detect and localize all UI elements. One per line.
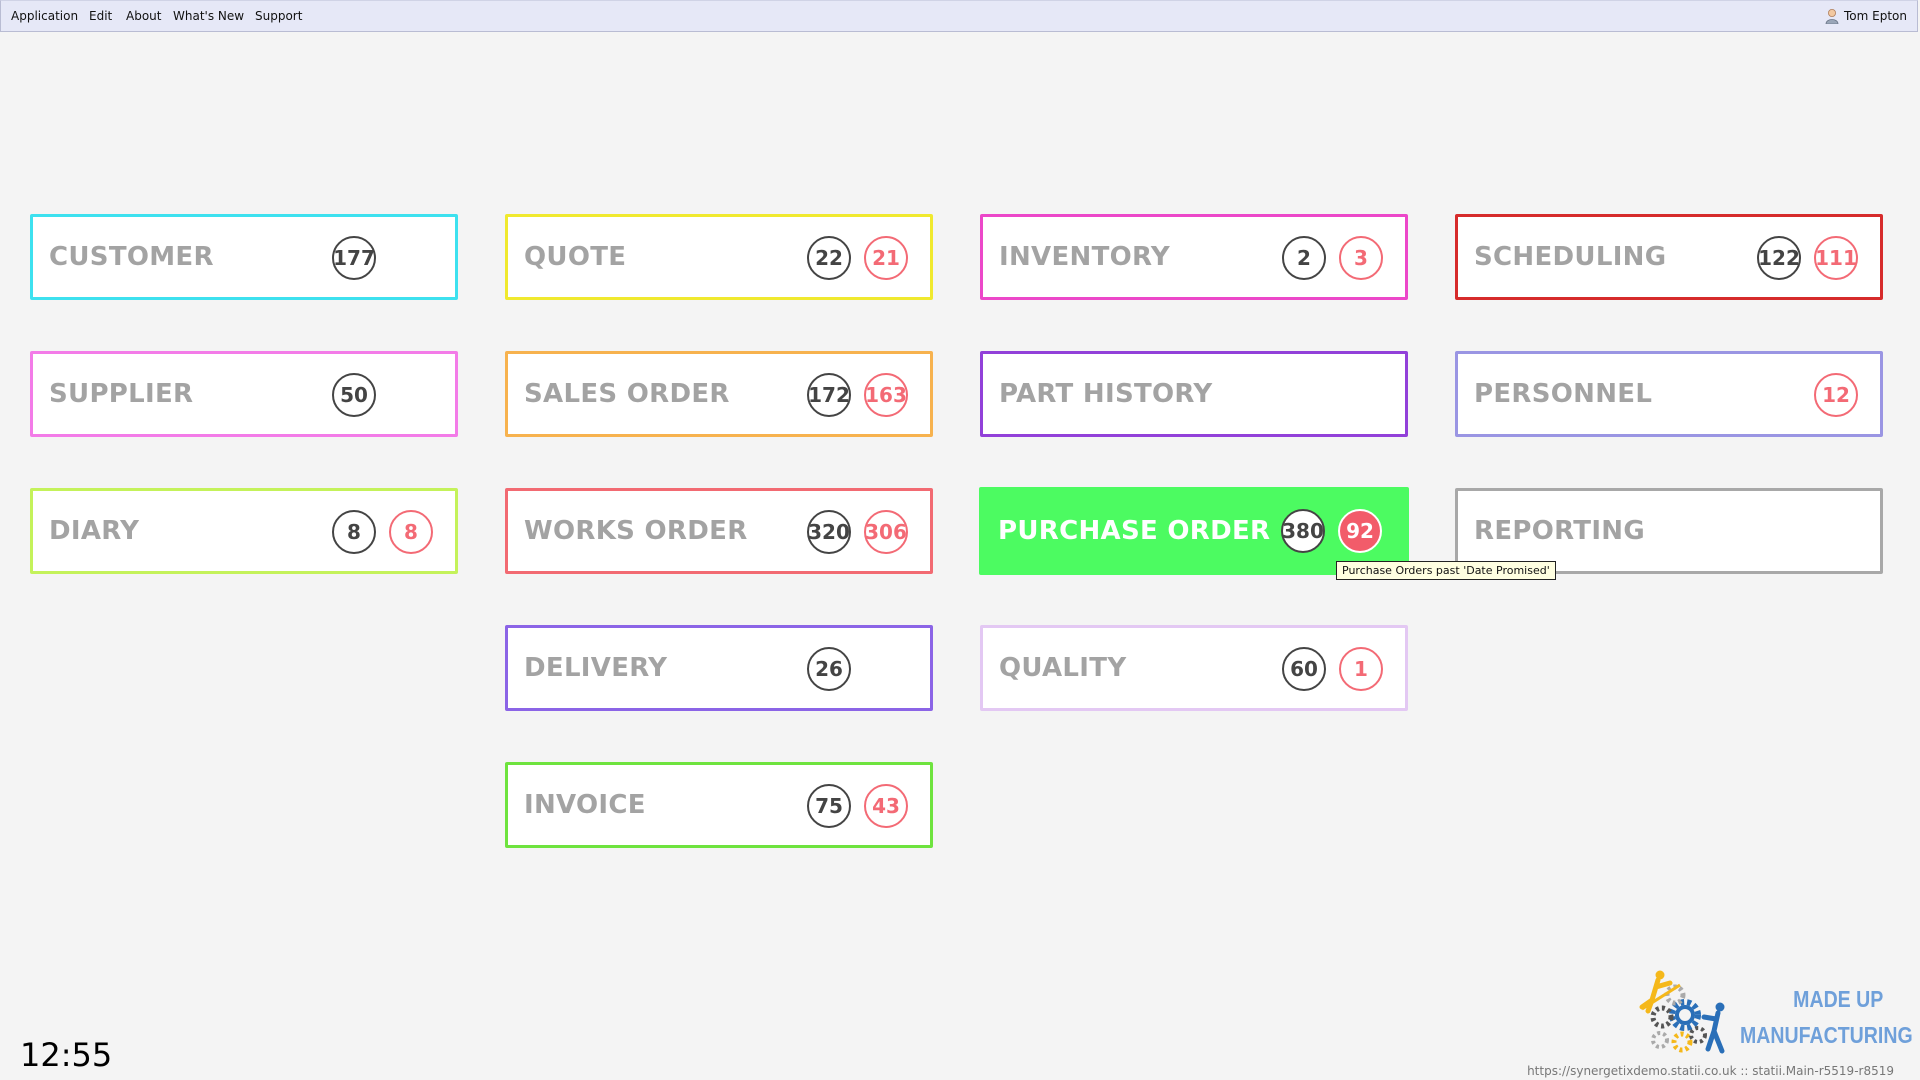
tile-label: PERSONNEL: [1474, 379, 1653, 409]
company-name: MADE UP MANUFACTURING: [1740, 981, 1913, 1053]
alert-count-badge: 21: [864, 236, 908, 280]
tile-delivery[interactable]: DELIVERY 26: [505, 625, 933, 711]
total-count-badge: 2: [1282, 236, 1326, 280]
tile-label: CUSTOMER: [49, 242, 214, 272]
total-count-badge: 60: [1282, 647, 1326, 691]
tile-supplier[interactable]: SUPPLIER 50: [30, 351, 458, 437]
menu-application[interactable]: Application: [11, 9, 79, 23]
alert-count-badge: 92: [1338, 509, 1382, 553]
tile-purchase-order[interactable]: PURCHASE ORDER 380 92: [979, 487, 1409, 575]
total-count-badge: 177: [332, 236, 376, 280]
tile-quality[interactable]: QUALITY 60 1: [980, 625, 1408, 711]
total-count-badge: 22: [807, 236, 851, 280]
tile-diary[interactable]: DIARY 8 8: [30, 488, 458, 574]
gear-icon: [1650, 984, 1707, 1053]
menu-support[interactable]: Support: [255, 9, 303, 23]
clock: 12:55: [20, 1036, 113, 1074]
tile-label: QUOTE: [524, 242, 627, 272]
tile-label: WORKS ORDER: [524, 516, 748, 546]
company-name-line2: MANUFACTURING: [1740, 1022, 1913, 1048]
tile-customer[interactable]: CUSTOMER 177: [30, 214, 458, 300]
tile-label: DIARY: [49, 516, 140, 546]
company-name-line1: MADE UP: [1793, 986, 1884, 1012]
alert-count-badge: 43: [864, 784, 908, 828]
tile-quote[interactable]: QUOTE 22 21: [505, 214, 933, 300]
tile-label: SCHEDULING: [1474, 242, 1667, 272]
tile-sales-order[interactable]: SALES ORDER 172 163: [505, 351, 933, 437]
alert-count-badge: 163: [864, 373, 908, 417]
total-count-badge: 75: [807, 784, 851, 828]
alert-count-badge: 306: [864, 510, 908, 554]
total-count-badge: 26: [807, 647, 851, 691]
tile-part-history[interactable]: PART HISTORY: [980, 351, 1408, 437]
user-name: Tom Epton: [1844, 9, 1907, 23]
tile-invoice[interactable]: INVOICE 75 43: [505, 762, 933, 848]
tile-label: PART HISTORY: [999, 379, 1213, 409]
tile-personnel[interactable]: PERSONNEL 12: [1455, 351, 1883, 437]
tile-scheduling[interactable]: SCHEDULING 122 111: [1455, 214, 1883, 300]
total-count-badge: 122: [1757, 236, 1801, 280]
alert-count-badge: 1: [1339, 647, 1383, 691]
tile-reporting[interactable]: REPORTING: [1455, 488, 1883, 574]
user-icon: [1825, 8, 1839, 24]
tooltip: Purchase Orders past 'Date Promised': [1336, 561, 1556, 580]
tile-works-order[interactable]: WORKS ORDER 320 306: [505, 488, 933, 574]
total-count-badge: 320: [807, 510, 851, 554]
tile-label: INVENTORY: [999, 242, 1171, 272]
total-count-badge: 8: [332, 510, 376, 554]
menu-bar: Application Edit About What's New Suppor…: [0, 0, 1918, 32]
tile-label: DELIVERY: [524, 653, 668, 683]
footer-url: https://synergetixdemo.statii.co.uk :: s…: [1527, 1064, 1894, 1078]
alert-count-badge: 12: [1814, 373, 1858, 417]
tile-label: QUALITY: [999, 653, 1127, 683]
menu-about[interactable]: About: [126, 9, 162, 23]
alert-count-badge: 3: [1339, 236, 1383, 280]
menu-whats-new[interactable]: What's New: [173, 9, 245, 23]
menu-edit[interactable]: Edit: [89, 9, 113, 23]
tile-label: INVOICE: [524, 790, 646, 820]
tile-label: SALES ORDER: [524, 379, 730, 409]
alert-count-badge: 111: [1814, 236, 1858, 280]
total-count-badge: 380: [1281, 509, 1325, 553]
tile-inventory[interactable]: INVENTORY 2 3: [980, 214, 1408, 300]
worker-figure-icon: [1639, 970, 1725, 1054]
tile-label: PURCHASE ORDER: [998, 516, 1271, 546]
alert-count-badge: 8: [389, 510, 433, 554]
total-count-badge: 50: [332, 373, 376, 417]
user-menu[interactable]: Tom Epton: [1825, 8, 1907, 24]
tile-label: SUPPLIER: [49, 379, 194, 409]
company-logo: [1639, 970, 1725, 1054]
tile-label: REPORTING: [1474, 516, 1646, 546]
total-count-badge: 172: [807, 373, 851, 417]
